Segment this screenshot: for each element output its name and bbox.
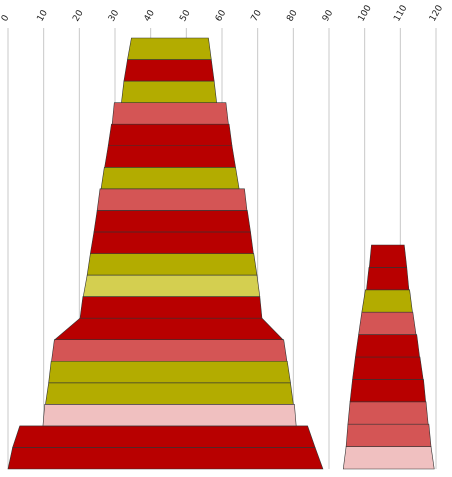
stack-1-layer-9: [82, 274, 261, 297]
stack-1-layer-17: [111, 102, 229, 125]
stack-1-layer-3: [42, 404, 297, 427]
stack-1-layer-8: [79, 296, 263, 319]
stack-1-layer-11: [90, 231, 254, 254]
x-tick-label: 110: [392, 3, 409, 23]
stack-2-layer-1: [342, 446, 435, 470]
x-tick-label: 30: [107, 8, 122, 23]
stack-1-layer-13: [96, 188, 248, 211]
stack-1-layer-10: [86, 253, 258, 276]
x-tick-label: 70: [250, 8, 265, 23]
x-tick-label: 20: [71, 8, 86, 23]
stack-2-layer-10: [368, 244, 408, 268]
x-tick-label: 10: [36, 8, 51, 23]
stack-1-layer-6: [51, 339, 288, 362]
x-tick-label: 80: [285, 8, 300, 23]
x-tick-label: 60: [214, 8, 229, 23]
stack-1-layer-14: [100, 167, 240, 190]
stack-2-layer-9: [366, 267, 410, 291]
stack-1-layer-20: [127, 37, 212, 60]
x-axis-ticks: 0 10 20 30 40 50 60 70 80 90 100 110 120: [0, 3, 445, 23]
stack-1-layer-16: [107, 123, 233, 147]
x-tick-label: 50: [178, 8, 193, 23]
stack-2-layer-8: [361, 289, 413, 313]
x-tick-label: 120: [428, 3, 445, 23]
stack-1-layer-2: [12, 425, 316, 448]
x-tick-label: 0: [0, 13, 12, 23]
stack-2-layer-3: [347, 401, 429, 425]
stack-1-layer-5: [48, 360, 291, 384]
stack-1-layer-18: [121, 80, 217, 103]
stack-1: [7, 37, 324, 470]
stack-2-layer-2: [345, 423, 432, 447]
x-tick-label: 90: [321, 8, 336, 23]
stack-1-layer-7: [53, 317, 284, 341]
stacks: [7, 37, 435, 470]
stack-1-layer-12: [93, 210, 251, 233]
stack-2-layer-4: [349, 379, 426, 403]
stack-2: [342, 244, 435, 470]
x-tick-label: 100: [357, 3, 374, 23]
stack-1-layer-19: [123, 59, 215, 82]
x-tick-label: 40: [143, 8, 158, 23]
stack-1-layer-4: [45, 382, 294, 405]
stack-2-layer-7: [358, 311, 417, 335]
stack-1-layer-15: [104, 145, 236, 168]
stack-2-layer-6: [355, 334, 420, 358]
stack-2-layer-5: [352, 356, 424, 380]
stack-1-layer-1: [7, 447, 324, 470]
